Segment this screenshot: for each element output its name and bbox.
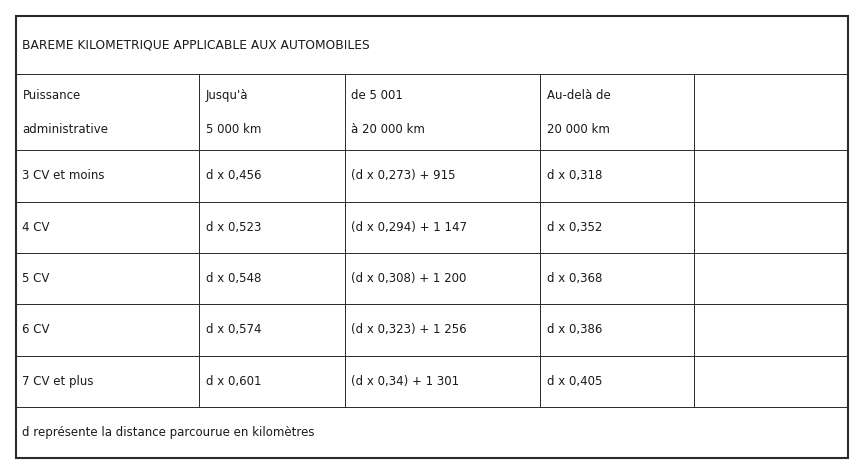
Text: 20 000 km: 20 000 km — [547, 123, 610, 135]
Text: d x 0,405: d x 0,405 — [547, 375, 602, 388]
Text: (d x 0,273) + 915: (d x 0,273) + 915 — [352, 170, 456, 182]
Text: BAREME KILOMETRIQUE APPLICABLE AUX AUTOMOBILES: BAREME KILOMETRIQUE APPLICABLE AUX AUTOM… — [22, 39, 370, 52]
Text: d x 0,456: d x 0,456 — [206, 170, 261, 182]
Text: d x 0,352: d x 0,352 — [547, 221, 602, 234]
Text: d x 0,574: d x 0,574 — [206, 323, 261, 337]
Text: Au-delà de: Au-delà de — [547, 89, 611, 102]
Text: (d x 0,323) + 1 256: (d x 0,323) + 1 256 — [352, 323, 467, 337]
Text: à 20 000 km: à 20 000 km — [352, 123, 425, 135]
Text: d x 0,523: d x 0,523 — [206, 221, 261, 234]
Text: 5 CV: 5 CV — [22, 272, 50, 285]
Text: administrative: administrative — [22, 123, 109, 135]
Text: d x 0,386: d x 0,386 — [547, 323, 602, 337]
Text: Jusqu'à: Jusqu'à — [206, 89, 248, 102]
Text: Puissance: Puissance — [22, 89, 80, 102]
Text: d x 0,548: d x 0,548 — [206, 272, 261, 285]
Text: d représente la distance parcourue en kilomètres: d représente la distance parcourue en ki… — [22, 426, 315, 439]
Text: 4 CV: 4 CV — [22, 221, 50, 234]
Text: d x 0,318: d x 0,318 — [547, 170, 602, 182]
Text: 3 CV et moins: 3 CV et moins — [22, 170, 105, 182]
Text: 6 CV: 6 CV — [22, 323, 50, 337]
Text: (d x 0,308) + 1 200: (d x 0,308) + 1 200 — [352, 272, 467, 285]
Text: 7 CV et plus: 7 CV et plus — [22, 375, 94, 388]
Text: 5 000 km: 5 000 km — [206, 123, 261, 135]
Text: de 5 001: de 5 001 — [352, 89, 403, 102]
Text: (d x 0,294) + 1 147: (d x 0,294) + 1 147 — [352, 221, 467, 234]
Text: d x 0,601: d x 0,601 — [206, 375, 261, 388]
Text: d x 0,368: d x 0,368 — [547, 272, 602, 285]
Text: (d x 0,34) + 1 301: (d x 0,34) + 1 301 — [352, 375, 460, 388]
